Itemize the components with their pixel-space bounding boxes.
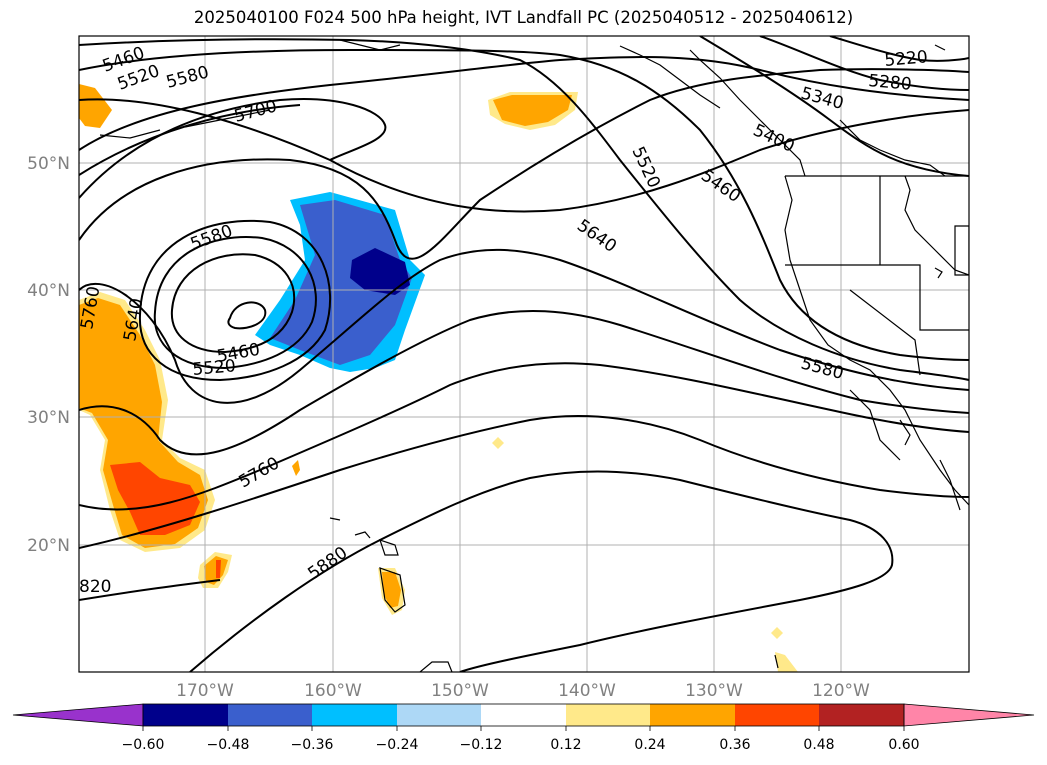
contour-5880 [189,470,894,672]
colorbar-segment [735,704,819,726]
negative-anomaly-mid [270,200,412,365]
positive-anomaly-west-top [79,84,112,128]
colorbar-segment [819,704,904,726]
coastlines [99,39,969,672]
colorbar-tick-label: −0.48 [207,737,250,753]
lat-label-30n: 30°N [27,408,70,428]
longitude-labels: 170°W 160°W 150°W 140°W 130°W 120°W [176,681,870,701]
contour-label: 5220 [884,47,929,71]
colorbar-extend-left [12,703,144,727]
contour-label: 820 [79,577,111,597]
lon-label-160w: 160°W [304,681,362,701]
lon-label-140w: 140°W [558,681,616,701]
contour-ring-3 [138,219,332,382]
colorbar-extend-right [903,703,1035,727]
colorbar-tick-label: 0.48 [803,737,834,753]
lat-label-20n: 20°N [27,536,70,556]
colorbar-tick-label: −0.36 [291,737,334,753]
lon-label-150w: 150°W [431,681,489,701]
map-frame [78,35,970,673]
colorbar-segment [143,704,228,726]
positive-anomaly-southeast [775,652,798,672]
positive-anomaly-northeast-core [493,95,572,126]
colorbar-segment [397,704,481,726]
colorbar-segment [481,704,566,726]
contour-5640 [79,248,969,404]
colorbar-tick-label: 0.12 [550,737,581,753]
map-title: 2025040100 F024 500 hPa height, IVT Land… [193,8,854,27]
negative-anomaly-core [350,248,410,295]
lon-label-170w: 170°W [176,681,234,701]
colorbar-tick-label: 0.36 [719,737,750,753]
lat-label-40n: 40°N [27,281,70,301]
lon-label-130w: 130°W [685,681,743,701]
colorbar-segment [650,704,735,726]
contour-ring-1 [170,253,296,354]
lon-label-120w: 120°W [812,681,870,701]
positive-anomaly-hawaii-core [382,572,401,608]
colorbar-frame [142,703,905,727]
contour-5760 [79,362,969,511]
colorbar-tick-label: 0.60 [888,737,919,753]
colorbar-tick-label: −0.60 [122,737,165,753]
contour-inner-low [227,301,267,330]
colorbar-segment [228,704,312,726]
latitude-labels: 50°N 40°N 30°N 20°N [27,154,70,556]
colorbar-tick-label: −0.12 [460,737,503,753]
positive-anomaly-dot-3 [771,627,783,639]
contour-5460 [79,98,969,213]
colorbar-segment [312,704,397,726]
positive-anomaly-dot-1 [292,460,300,476]
contour-5580 [79,68,969,260]
contour-label: 5520 [192,356,237,380]
contour-ring-2 [153,236,317,370]
positive-anomaly-dot-2 [492,437,504,449]
colorbar-segment [566,704,650,726]
colorbar-tick-label: −0.24 [376,737,419,753]
colorbar-tick-label: 0.24 [634,737,665,753]
positive-anomaly-west-core [110,462,200,535]
lat-label-50n: 50°N [27,154,70,174]
contour-5700 [79,309,969,456]
colorbar: −0.60 −0.48 −0.36 −0.24 −0.12 0.12 0.24 … [12,703,1035,753]
ivt-shading [79,84,798,672]
colorbar-ticks [142,726,905,731]
contour-label: 5280 [868,71,913,95]
height-contours [79,36,969,672]
positive-anomaly-small-1-dot [216,560,221,578]
contour-5820 [79,415,969,549]
